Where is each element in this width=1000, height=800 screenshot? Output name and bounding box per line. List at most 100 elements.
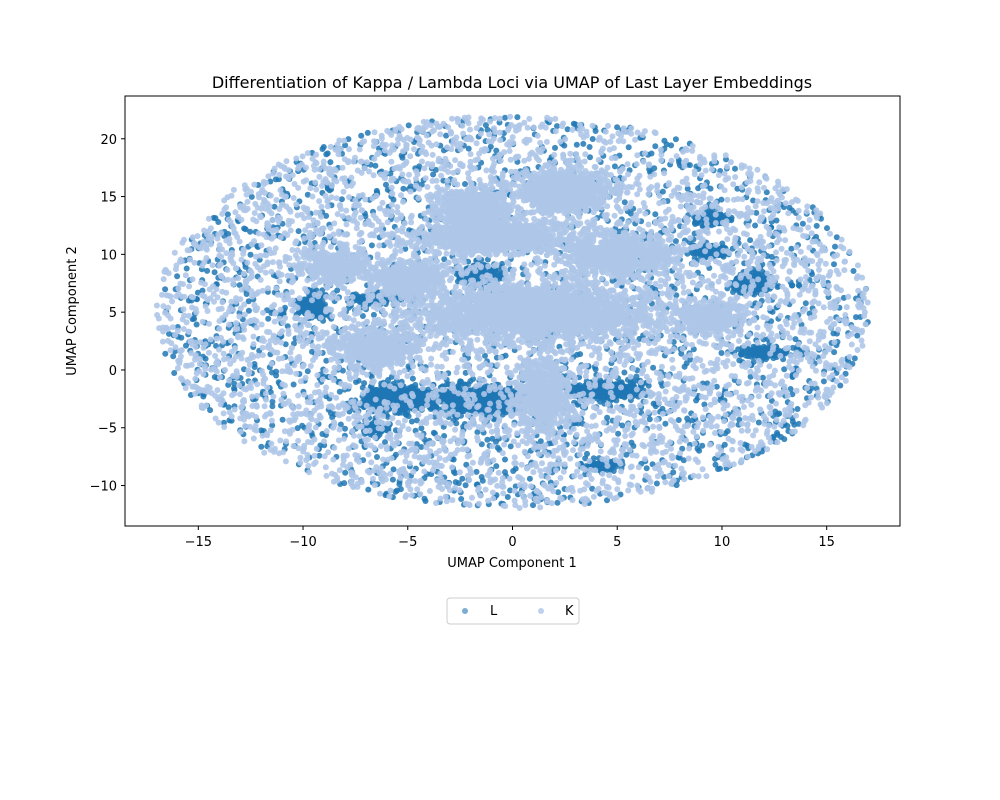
point-l xyxy=(170,353,177,360)
point-l xyxy=(174,273,181,280)
point-l xyxy=(661,137,668,144)
point-l xyxy=(295,228,302,235)
point-l xyxy=(753,209,760,216)
point-l xyxy=(713,383,720,390)
point-l xyxy=(651,165,658,172)
point-l xyxy=(653,480,660,487)
point-l xyxy=(502,352,509,359)
point-l xyxy=(338,196,345,203)
point-l xyxy=(493,463,500,470)
point-l xyxy=(788,245,795,252)
point-l xyxy=(747,237,754,244)
point-l xyxy=(371,388,378,394)
point-l xyxy=(453,420,460,427)
point-l xyxy=(621,199,628,206)
point-l xyxy=(831,261,837,268)
point-l xyxy=(365,395,372,402)
point-l xyxy=(479,477,486,484)
point-l xyxy=(626,383,633,390)
point-l xyxy=(171,370,178,376)
point-l xyxy=(342,425,348,432)
point-l xyxy=(611,163,618,170)
point-l xyxy=(194,289,201,296)
point-l xyxy=(507,443,514,450)
point-l xyxy=(247,251,254,258)
point-l xyxy=(662,420,669,427)
point-l xyxy=(693,250,700,257)
point-l xyxy=(851,355,858,362)
point-l xyxy=(530,502,536,509)
point-l xyxy=(721,441,728,448)
point-l xyxy=(752,222,759,229)
point-l xyxy=(473,468,480,475)
point-l xyxy=(802,300,809,307)
point-l xyxy=(207,407,214,414)
point-l xyxy=(290,381,297,388)
point-l xyxy=(248,193,255,200)
point-l xyxy=(781,436,788,443)
point-l xyxy=(788,282,795,289)
point-l xyxy=(392,451,399,458)
point-l xyxy=(537,438,544,445)
point-l xyxy=(242,226,249,233)
point-l xyxy=(650,364,657,371)
point-l xyxy=(453,395,460,402)
point-l xyxy=(652,211,659,218)
point-l xyxy=(570,120,577,127)
point-l xyxy=(409,383,415,390)
point-l xyxy=(389,476,396,483)
point-l xyxy=(383,181,389,188)
point-l xyxy=(225,404,232,411)
point-l xyxy=(422,498,429,504)
point-l xyxy=(696,447,703,454)
point-l xyxy=(211,374,218,380)
point-l xyxy=(648,150,655,157)
point-l xyxy=(672,136,679,143)
point-l xyxy=(625,144,632,151)
point-l xyxy=(444,395,450,402)
point-l xyxy=(672,238,679,245)
point-l xyxy=(317,307,324,314)
point-l xyxy=(670,469,677,476)
point-l xyxy=(554,123,560,130)
point-l xyxy=(502,456,508,463)
point-l xyxy=(193,321,200,328)
point-l xyxy=(341,480,348,487)
point-l xyxy=(162,350,169,357)
point-l xyxy=(774,431,781,438)
point-l xyxy=(178,334,185,341)
point-l xyxy=(493,147,500,154)
point-l xyxy=(323,212,330,219)
point-l xyxy=(789,418,796,425)
point-l xyxy=(732,165,738,172)
point-l xyxy=(621,369,628,376)
point-l xyxy=(408,418,415,425)
point-l xyxy=(459,475,466,482)
point-l xyxy=(510,468,517,474)
point-l xyxy=(372,162,379,169)
point-l xyxy=(269,398,276,405)
point-l xyxy=(418,425,425,432)
point-l xyxy=(323,151,330,158)
point-l xyxy=(386,394,393,401)
point-l xyxy=(458,496,465,502)
point-l xyxy=(820,378,827,385)
point-l xyxy=(643,465,650,472)
point-l xyxy=(462,181,468,187)
point-l xyxy=(231,385,237,392)
point-l xyxy=(768,253,775,260)
points-layer xyxy=(153,113,871,511)
point-l xyxy=(191,315,198,322)
point-l xyxy=(707,185,714,192)
point-l xyxy=(279,416,286,423)
point-l xyxy=(401,403,408,410)
point-l xyxy=(405,122,412,129)
point-l xyxy=(832,243,838,250)
point-l xyxy=(432,403,439,410)
point-l xyxy=(265,315,272,322)
point-l xyxy=(502,469,508,476)
point-l xyxy=(258,443,265,450)
point-l xyxy=(430,171,437,178)
point-l xyxy=(484,126,491,133)
